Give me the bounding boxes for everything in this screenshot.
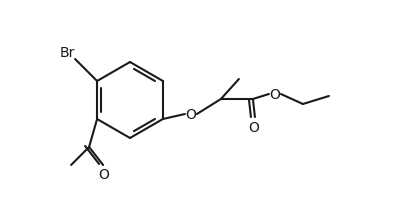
Text: O: O — [185, 107, 196, 121]
Text: O: O — [99, 167, 109, 181]
Text: Br: Br — [59, 46, 75, 60]
Text: O: O — [248, 120, 259, 134]
Text: O: O — [269, 88, 280, 101]
